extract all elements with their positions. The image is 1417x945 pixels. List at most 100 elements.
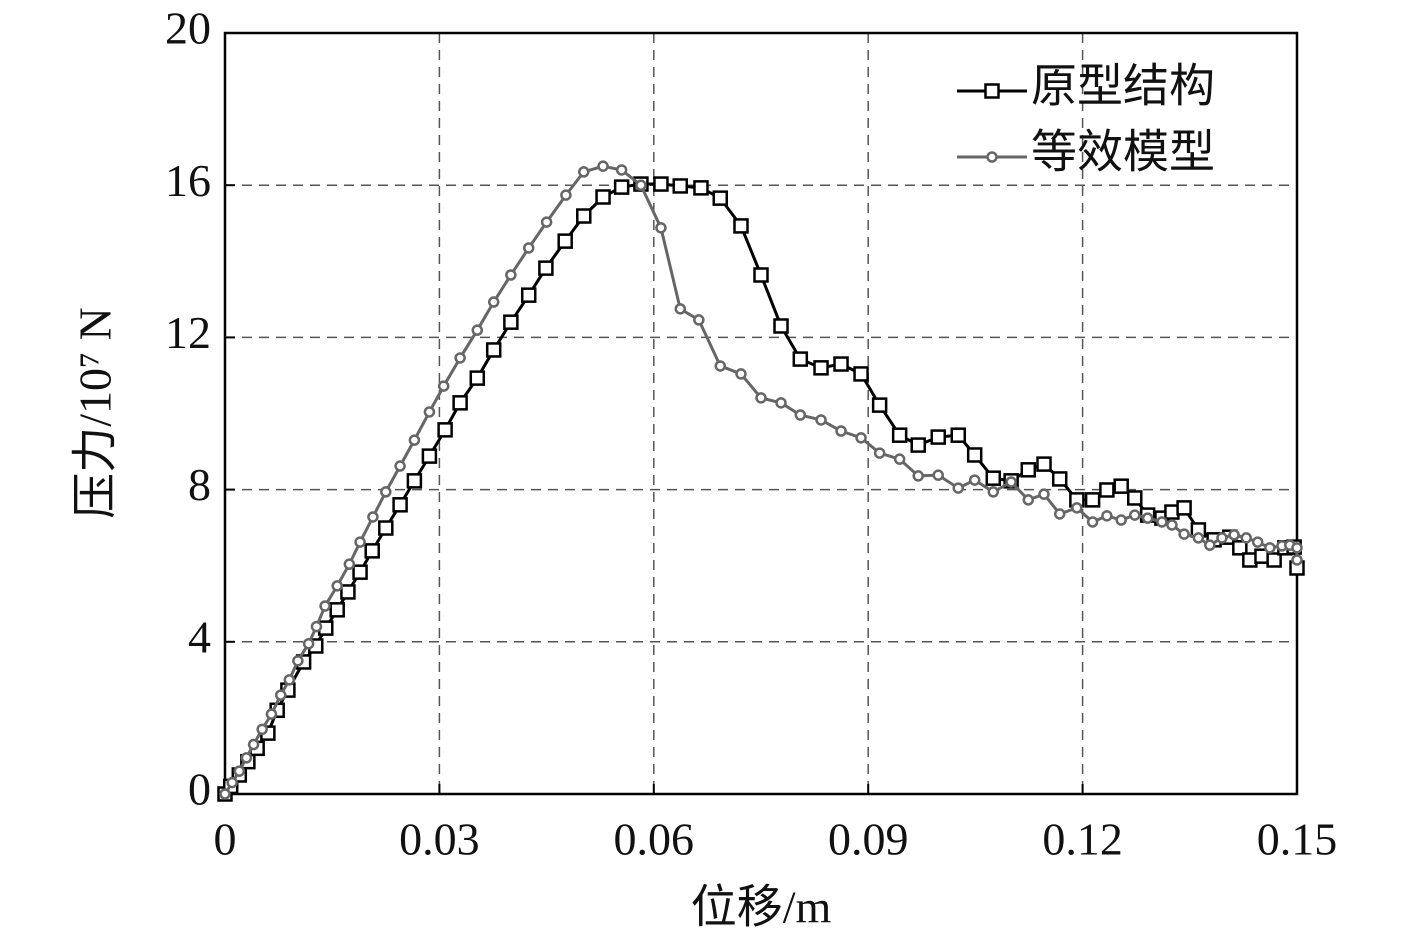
data-point	[1176, 500, 1192, 516]
data-point	[871, 397, 888, 413]
data-point	[1115, 514, 1127, 526]
data-point	[635, 179, 647, 191]
data-point	[1240, 532, 1253, 544]
y-tick-label: 12	[165, 307, 211, 358]
data-point	[560, 189, 572, 201]
data-point	[454, 352, 466, 364]
data-point	[354, 536, 366, 548]
data-point	[240, 752, 253, 764]
data-point	[932, 469, 944, 481]
data-point	[613, 179, 630, 195]
data-point	[329, 602, 345, 618]
data-point	[775, 397, 787, 409]
data-point	[352, 564, 368, 580]
data-point	[930, 429, 946, 445]
data-point	[950, 427, 966, 443]
x-tick-label: 0.09	[828, 814, 909, 865]
data-point	[1228, 529, 1240, 541]
data-point	[283, 674, 296, 686]
x-tick-label: 0	[214, 814, 237, 865]
y-tick-label: 4	[188, 611, 211, 662]
data-point	[1264, 542, 1276, 554]
data-point	[378, 520, 394, 536]
data-point	[437, 422, 453, 438]
data-point	[985, 470, 1002, 486]
data-point	[421, 448, 438, 464]
data-point	[794, 409, 807, 421]
data-point	[595, 189, 611, 205]
data-point	[1178, 528, 1190, 540]
data-point	[733, 218, 749, 234]
data-point	[233, 765, 246, 777]
data-point	[1086, 516, 1099, 528]
data-point	[1022, 494, 1035, 506]
data-point	[792, 351, 809, 367]
x-tick-label: 0.12	[1042, 814, 1123, 865]
data-point	[487, 296, 500, 308]
data-point	[1166, 519, 1178, 531]
data-point	[256, 723, 268, 736]
y-axis-label: 压力/10⁷ N	[70, 307, 121, 519]
data-point	[910, 437, 926, 453]
data-point	[1099, 482, 1115, 498]
data-point	[331, 580, 343, 592]
data-point	[815, 414, 827, 426]
x-axis-label: 位移/m	[691, 882, 832, 933]
data-point	[674, 303, 686, 315]
data-point	[247, 738, 260, 751]
data-point	[380, 486, 392, 498]
data-point	[813, 360, 829, 376]
data-point	[1084, 492, 1101, 508]
data-point	[392, 497, 408, 513]
data-point	[471, 324, 484, 336]
data-point	[226, 776, 238, 789]
data-point	[714, 360, 727, 372]
data-point	[672, 178, 688, 194]
data-point	[1156, 516, 1168, 528]
y-tick-label: 16	[165, 155, 211, 206]
data-point	[1038, 488, 1050, 500]
data-point	[615, 164, 628, 176]
data-point	[408, 434, 421, 446]
data-point	[540, 216, 553, 228]
series-line	[223, 164, 1299, 795]
data-point	[292, 655, 304, 667]
data-point	[274, 689, 287, 701]
data-point	[755, 392, 767, 404]
data-point	[891, 427, 908, 443]
data-point	[1071, 502, 1083, 514]
data-point	[394, 460, 406, 472]
data-point	[987, 486, 1000, 498]
data-point	[835, 425, 847, 437]
data-point	[578, 166, 590, 178]
data-point	[735, 368, 747, 380]
data-point	[1192, 532, 1205, 544]
data-point	[833, 356, 849, 372]
y-tick-label: 20	[165, 3, 211, 54]
data-point	[753, 267, 769, 283]
data-point	[423, 406, 436, 418]
data-point	[655, 222, 667, 234]
legend-marker	[984, 83, 1000, 99]
data-point	[1232, 540, 1248, 556]
data-point	[310, 620, 323, 633]
data-point	[576, 208, 592, 224]
data-point	[485, 342, 502, 358]
data-point	[302, 637, 315, 650]
data-point	[364, 543, 380, 559]
data-point	[452, 395, 468, 411]
data-point	[1291, 554, 1303, 566]
data-point	[1005, 476, 1017, 488]
x-tick-label: 0.03	[399, 814, 480, 865]
data-point	[505, 269, 517, 281]
data-point	[522, 242, 535, 254]
data-point	[693, 314, 705, 326]
x-tick-label: 0.15	[1257, 814, 1338, 865]
data-point	[873, 447, 886, 459]
data-point	[1216, 532, 1228, 544]
y-tick-label: 0	[188, 764, 211, 815]
plot-frame	[223, 31, 1299, 796]
data-point	[966, 447, 983, 463]
y-tick-label: 8	[188, 459, 211, 510]
